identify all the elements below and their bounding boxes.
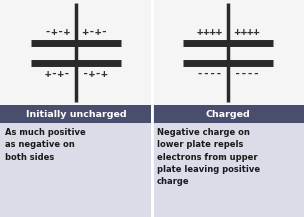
Text: ----  ----: ---- ---- <box>197 69 259 79</box>
Text: Charged: Charged <box>206 110 250 119</box>
Text: As much positive
as negative on
both sides: As much positive as negative on both sid… <box>5 128 86 161</box>
Text: Negative charge on
lower plate repels
electrons from upper
plate leaving positiv: Negative charge on lower plate repels el… <box>157 128 260 186</box>
Bar <box>0 123 151 217</box>
Bar <box>0 105 151 123</box>
Bar <box>153 123 304 217</box>
Text: -+-+  +-+-: -+-+ +-+- <box>45 27 107 37</box>
Bar <box>153 105 304 123</box>
Text: Initially uncharged: Initially uncharged <box>26 110 126 119</box>
Text: ++++  ++++: ++++ ++++ <box>197 27 259 37</box>
Text: +-+-  -+-+: +-+- -+-+ <box>45 69 107 79</box>
